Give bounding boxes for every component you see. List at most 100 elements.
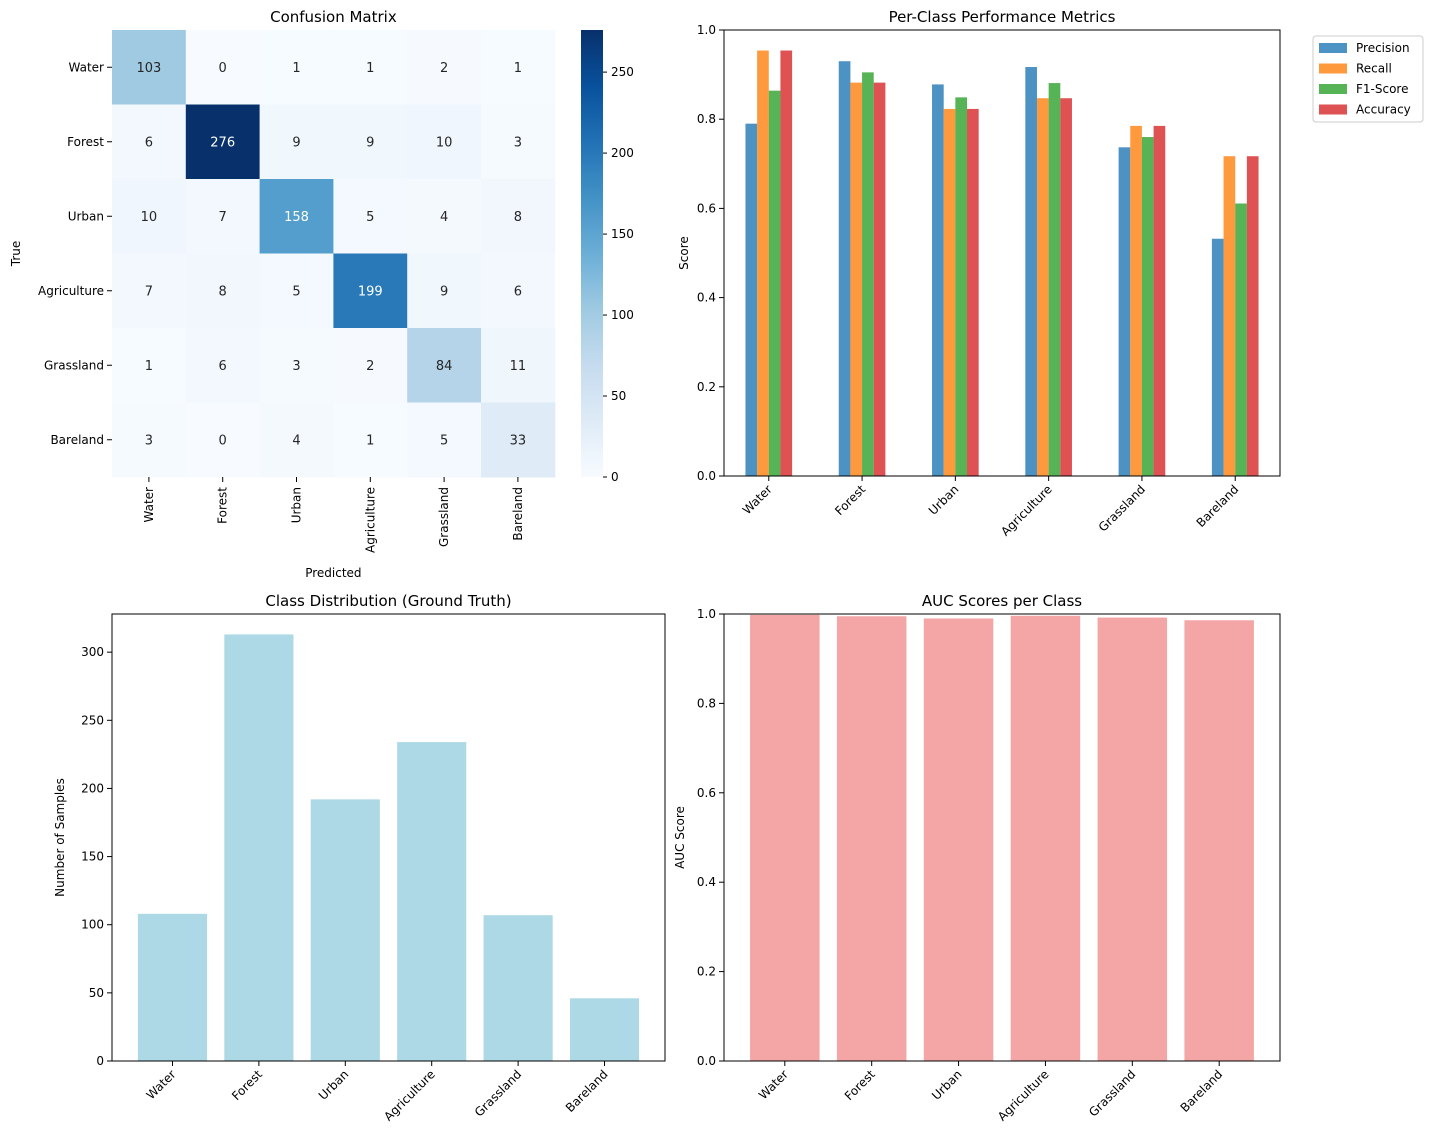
bar-accuracy xyxy=(873,82,886,477)
chart-title: Class Distribution (Ground Truth) xyxy=(265,592,511,610)
legend-label: F1-Score xyxy=(1356,82,1408,96)
heatmap-cell xyxy=(259,104,334,180)
bar xyxy=(1097,617,1168,1061)
x-tick-label: Forest xyxy=(229,1067,265,1103)
heatmap-cell xyxy=(259,328,334,403)
y-axis-label: Score xyxy=(677,236,691,270)
class-distribution-chart: Class Distribution (Ground Truth) 0 50 100 1… xyxy=(53,592,666,1124)
heatmap-cell xyxy=(185,104,261,180)
heatmap-cell xyxy=(112,30,187,105)
bar xyxy=(310,799,380,1061)
x-tick-label: Bareland xyxy=(563,1067,611,1115)
heatmap-cell xyxy=(112,328,187,403)
cell-value-label: 6 xyxy=(145,135,153,150)
heatmap-cell xyxy=(407,30,482,105)
x-tick-label: Agriculture xyxy=(381,1067,438,1124)
heatmap-cell xyxy=(333,402,408,478)
bar-accuracy xyxy=(967,108,979,476)
y-tick-label: 0.6 xyxy=(697,201,716,215)
chart-title: Confusion Matrix xyxy=(270,8,397,26)
cell-value-label: 1 xyxy=(145,359,153,374)
cell-value-label: 199 xyxy=(358,284,383,299)
x-tick-label: Bareland xyxy=(1194,482,1242,530)
y-tick-label: 50 xyxy=(89,986,104,1000)
axes-frame xyxy=(723,613,1281,1062)
y-tick-label: 0.8 xyxy=(697,696,716,710)
legend-swatch xyxy=(1319,104,1347,115)
bar-accuracy xyxy=(1060,98,1072,476)
heatmap-cell xyxy=(407,104,482,180)
cell-value-label: 1 xyxy=(292,61,300,76)
y-tick-label: Forest xyxy=(67,135,104,149)
bar xyxy=(750,614,820,1061)
x-tick-label: Grassland xyxy=(1086,1067,1138,1119)
heatmap-cell xyxy=(259,30,334,105)
axes-frame xyxy=(723,29,1281,477)
cell-value-label: 8 xyxy=(219,284,227,299)
y-tick-label: 300 xyxy=(81,645,104,659)
per-class-metrics-chart: Per-Class Performance Metrics 0.0 0.2 0.4 0.… xyxy=(677,8,1424,539)
legend-swatch xyxy=(1319,63,1347,74)
cell-value-label: 4 xyxy=(292,433,300,448)
bar-accuracy xyxy=(1246,156,1259,476)
colorbar-tick-label: 0 xyxy=(611,470,619,484)
y-tick-label: 0.0 xyxy=(697,1054,716,1068)
legend-label: Accuracy xyxy=(1356,103,1411,117)
cell-value-label: 158 xyxy=(284,210,309,225)
bar-f1-score xyxy=(1235,203,1247,476)
y-tick-label: 100 xyxy=(81,918,104,932)
bar-precision xyxy=(932,84,944,477)
heatmap-cell xyxy=(481,179,556,254)
bar xyxy=(1010,615,1081,1061)
bar xyxy=(397,742,467,1061)
colorbar-tick-label: 150 xyxy=(611,227,634,241)
heatmap-cell xyxy=(407,328,482,403)
chart-title: Per-Class Performance Metrics xyxy=(889,8,1116,26)
bar-recall xyxy=(1036,98,1049,476)
cell-value-label: 9 xyxy=(440,284,448,299)
y-tick-label: Bareland xyxy=(50,433,104,447)
heatmap-cell xyxy=(407,179,482,254)
y-tick-label: 0.6 xyxy=(697,786,716,800)
cell-value-label: 1 xyxy=(514,61,522,76)
x-tick-label: Water xyxy=(142,487,156,523)
heatmap-cell xyxy=(407,253,482,329)
bar xyxy=(923,618,994,1061)
cell-value-label: 0 xyxy=(219,433,227,448)
bar xyxy=(569,998,640,1061)
y-tick-label: 0.0 xyxy=(697,469,716,483)
x-tick-label: Grassland xyxy=(472,1067,524,1119)
bar xyxy=(224,634,294,1061)
cell-value-label: 6 xyxy=(514,284,522,299)
x-tick-label: Agriculture xyxy=(363,487,377,553)
bar-precision xyxy=(1025,67,1037,476)
cell-value-label: 3 xyxy=(292,359,300,374)
heatmap-cell xyxy=(112,402,187,478)
y-axis-label: True xyxy=(9,241,23,268)
y-tick-label: 0 xyxy=(96,1054,104,1068)
x-tick-label: Bareland xyxy=(511,487,525,541)
heatmap-cell xyxy=(259,253,334,329)
y-tick-label: 0.2 xyxy=(697,965,716,979)
x-tick-label: Water xyxy=(740,482,775,517)
heatmap-cell xyxy=(407,402,482,478)
heatmap-cell xyxy=(481,104,556,180)
cell-value-label: 2 xyxy=(440,61,448,76)
heatmap-cell xyxy=(481,402,556,478)
bar-f1-score xyxy=(862,72,874,477)
bar-f1-score xyxy=(768,90,781,476)
legend-label: Recall xyxy=(1356,62,1392,76)
axes-frame xyxy=(111,613,666,1062)
x-tick-label: Urban xyxy=(926,482,962,518)
cell-value-label: 1 xyxy=(366,61,374,76)
cell-value-label: 10 xyxy=(141,210,158,225)
y-axis-label: Number of Samples xyxy=(53,778,67,897)
x-tick-label: Grassland xyxy=(1096,482,1148,534)
colorbar-tick-label: 250 xyxy=(611,65,634,79)
cell-value-label: 6 xyxy=(219,359,227,374)
x-tick-label: Forest xyxy=(216,487,230,524)
bar xyxy=(483,915,553,1061)
heatmap-cell xyxy=(185,402,261,478)
